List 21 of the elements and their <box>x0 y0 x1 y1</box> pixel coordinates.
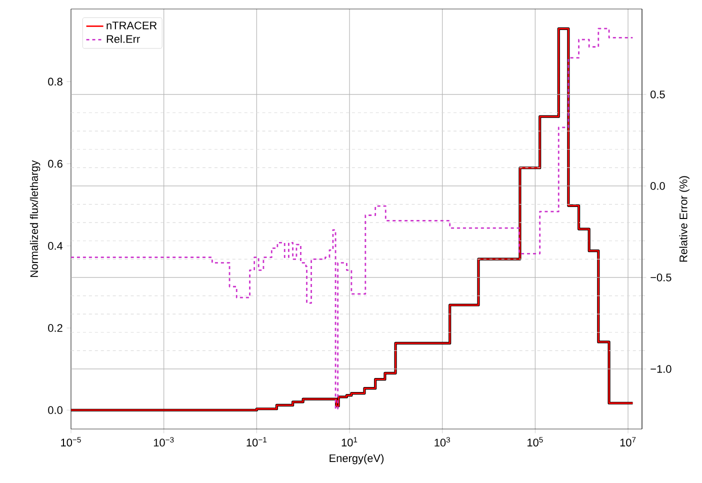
y-tick-label: 0.4 <box>48 242 63 250</box>
x-axis-title: Energy(eV) <box>330 454 384 464</box>
x-tick-label: 10$^{3}$ <box>434 437 450 447</box>
x-tick-label: 10$^{7}$ <box>620 437 636 446</box>
y-tick-label: 0.6 <box>48 160 62 168</box>
x-tick-label: 10$^{−5}$ <box>61 437 81 446</box>
x-tick-label: 10$^{−1}$ <box>246 437 267 446</box>
x-tick-label: 10$^{5}$ <box>528 437 543 446</box>
y-tick-label: 0.0 <box>48 406 62 414</box>
legend-label: Rel.Err <box>106 34 140 43</box>
y-tick-label: 0.8 <box>48 78 62 86</box>
y-axis-title: Normalized flux/lethargy <box>30 160 40 277</box>
y2-axis-title: Relative Error (%) <box>679 176 690 262</box>
y2-tick-label: −1.0 <box>650 365 672 373</box>
y2-tick-label: −0.5 <box>650 274 672 282</box>
y2-tick-label: 0.5 <box>650 90 665 98</box>
x-tick-label: 10$^{−3}$ <box>154 437 174 447</box>
legend-label: nTRACER <box>106 22 157 30</box>
x-tick-label: 10$^{1}$ <box>342 437 358 446</box>
y2-tick-label: 0.0 <box>650 182 665 190</box>
y-tick-label: 0.2 <box>48 324 62 332</box>
